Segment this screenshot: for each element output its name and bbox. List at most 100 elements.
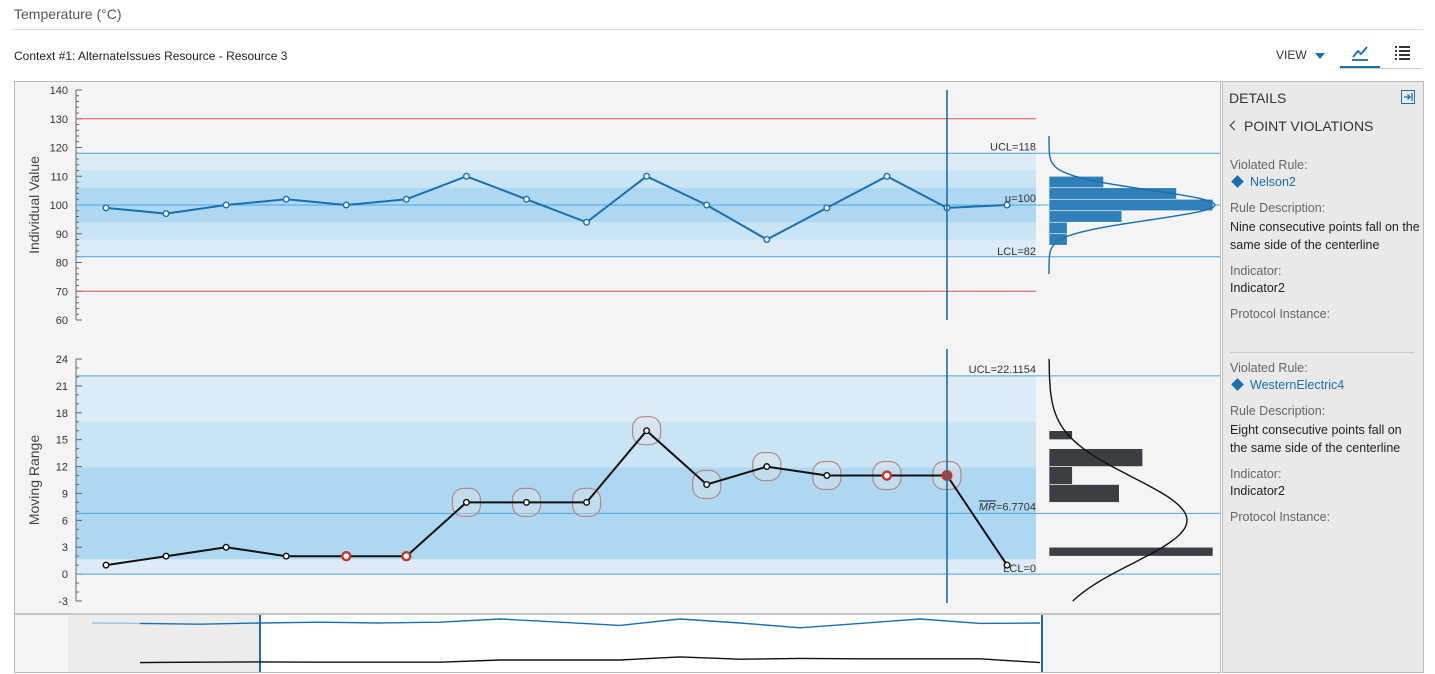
- y-tick-label: 110: [50, 171, 68, 183]
- point-violations-label: POINT VIOLATIONS: [1244, 118, 1374, 134]
- details-panel: DETAILS POINT VIOLATIONS Violated Rule: …: [1222, 81, 1424, 673]
- violated-rule-name: Nelson2: [1250, 175, 1296, 189]
- data-point: [462, 172, 470, 180]
- view-dropdown[interactable]: VIEW: [1276, 48, 1325, 62]
- series-line: [105, 175, 1008, 241]
- histogram-bar: [1048, 175, 1104, 189]
- data-point-violation: [341, 550, 352, 562]
- protocol-instance-label: Protocol Instance:: [1230, 307, 1331, 321]
- data-point: [703, 201, 711, 209]
- data-point: [583, 218, 591, 226]
- y-tick-label: -3: [58, 596, 68, 608]
- data-point: [522, 195, 530, 203]
- list-view-button[interactable]: [1382, 42, 1422, 66]
- data-point: [162, 210, 170, 218]
- histogram-bar: [1048, 221, 1068, 235]
- data-point: [1003, 561, 1011, 569]
- y-tick-label: 24: [56, 354, 68, 366]
- histogram-bar: [1048, 546, 1214, 557]
- data-point: [102, 204, 110, 212]
- indicator-label: Indicator:: [1230, 264, 1282, 278]
- point-violations-back[interactable]: POINT VIOLATIONS: [1229, 118, 1373, 134]
- collapse-panel-button[interactable]: [1401, 90, 1415, 104]
- data-point: [763, 235, 771, 243]
- rule-description: Nine consecutive points fall on the same…: [1230, 220, 1420, 252]
- individual-chart: 60 70 80 90 100 110 120 130 140 Individual Value U…: [26, 85, 1220, 327]
- y-tick-label: 120: [50, 143, 68, 155]
- y-tick-label: 6: [62, 515, 68, 527]
- data-point: [1003, 201, 1011, 209]
- y-tick-label: 90: [56, 229, 68, 241]
- distribution-curve: [1048, 358, 1188, 602]
- y-tick-label: 18: [56, 408, 68, 420]
- violated-rule-name: WesternElectric4: [1250, 378, 1345, 392]
- indicator-label: Indicator:: [1230, 467, 1282, 481]
- data-point-violation: [881, 470, 893, 481]
- data-point: [883, 172, 891, 180]
- data-point: [643, 172, 651, 180]
- center-label: μ=100: [1005, 193, 1036, 205]
- y-tick-label: 140: [50, 85, 68, 97]
- histogram-bar: [1048, 198, 1214, 212]
- ucl-label: UCL=22.1154: [969, 364, 1036, 376]
- center-symbol: MR: [979, 501, 996, 513]
- data-point: [402, 195, 410, 203]
- chevron-down-icon: [1314, 52, 1325, 59]
- data-point: [282, 195, 290, 203]
- rule-description-label: Rule Description:: [1230, 404, 1326, 418]
- list-view-icon: [1395, 46, 1410, 60]
- details-title: DETAILS: [1229, 90, 1287, 106]
- violated-rule-label: Violated Rule:: [1230, 361, 1308, 375]
- chart-view-button[interactable]: [1340, 42, 1380, 68]
- data-point-violation: [401, 550, 412, 562]
- data-point: [102, 561, 110, 569]
- y-axis-title: Moving Range: [26, 435, 42, 525]
- data-point: [583, 498, 591, 506]
- view-label: VIEW: [1276, 48, 1307, 62]
- ucl-label: UCL=118: [990, 141, 1036, 153]
- protocol-instance-label: Protocol Instance:: [1230, 510, 1331, 524]
- chart-view-icon: [1352, 46, 1368, 61]
- histogram-bar: [1048, 233, 1068, 246]
- y-tick-label: 80: [56, 258, 68, 270]
- distribution-curve: [1048, 136, 1216, 274]
- context-label: Context #1: AlternateIssues Resource - R…: [14, 49, 288, 63]
- data-point: [162, 552, 170, 560]
- y-tick-label: 60: [56, 315, 68, 327]
- data-point: [222, 201, 230, 209]
- indicator-value: Indicator2: [1230, 484, 1285, 498]
- y-tick-label: 130: [50, 114, 68, 126]
- control-chart-panel: 60 70 80 90 100 110 120 130 140 Individual Value U…: [14, 81, 1221, 673]
- y-tick-label: 3: [62, 542, 68, 554]
- violated-rule-label: Violated Rule:: [1230, 158, 1308, 172]
- y-tick-label: 21: [56, 381, 68, 393]
- violation-divider: [1230, 352, 1414, 353]
- data-point: [282, 552, 290, 560]
- violated-rule-link[interactable]: WesternElectric4: [1230, 378, 1420, 392]
- data-point: [222, 543, 230, 551]
- histogram-bar: [1048, 484, 1120, 503]
- violation-item: Violated Rule: Nelson2 Rule Description:…: [1230, 158, 1420, 324]
- violated-rule-link[interactable]: Nelson2: [1230, 175, 1420, 189]
- y-tick-label: 12: [56, 462, 68, 474]
- histogram-bar: [1048, 430, 1073, 440]
- data-point: [823, 204, 831, 212]
- data-point: [823, 472, 831, 480]
- data-point: [703, 480, 711, 488]
- y-tick-label: 0: [62, 569, 68, 581]
- histogram-bar: [1048, 210, 1123, 223]
- diamond-icon: [1231, 175, 1244, 188]
- title-divider: [12, 29, 1423, 30]
- toolbar-divider: [1338, 68, 1421, 69]
- navigator-series-individual: [139, 618, 1041, 629]
- data-point: [342, 201, 350, 209]
- rule-description-label: Rule Description:: [1230, 201, 1326, 215]
- center-value: =6.7704: [996, 501, 1036, 513]
- histogram-bar: [1048, 187, 1177, 200]
- rule-description: Eight consecutive points fall on the sam…: [1230, 423, 1402, 455]
- diamond-icon: [1231, 378, 1244, 391]
- y-tick-label: 70: [56, 286, 68, 298]
- chevron-left-icon: [1229, 120, 1240, 131]
- y-tick-label: 15: [56, 435, 68, 447]
